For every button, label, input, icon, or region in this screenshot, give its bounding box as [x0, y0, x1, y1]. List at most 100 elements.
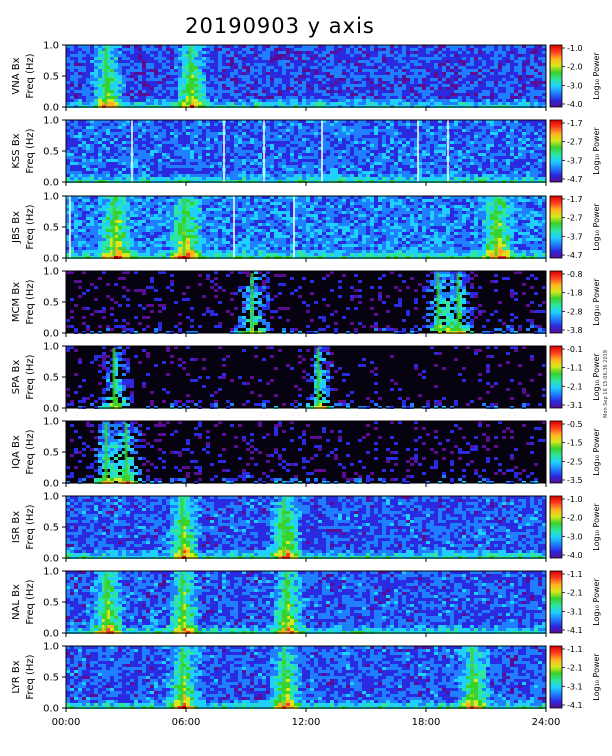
panel-iqa: 0.0 0.5 1.0 IQA Bx Freq (Hz) -0.5 -1.5 -2.5 -3.5… [11, 417, 601, 490]
y-tick-label: 0.0 [43, 479, 59, 490]
colorbar-tick-label: -3.0 [567, 81, 583, 90]
colorbar-label: Log₁₀ Power [592, 578, 601, 626]
panel-nal: 0.0 0.5 1.0 NAL Bx Freq (Hz) -1.1 -2.1 -3.1 -4.1… [11, 567, 601, 640]
y-tick-label: 0.0 [43, 329, 59, 340]
colorbar-tick-label: -2.1 [567, 589, 583, 598]
x-tick-label: 06:00 [172, 717, 201, 728]
spectrogram-field [66, 346, 546, 409]
event-streak [180, 648, 184, 706]
chart-title: 20190903 y axis [185, 14, 375, 38]
station-label: ISR Bx [11, 511, 22, 543]
colorbar-tick-label: -3.7 [567, 156, 583, 165]
panel-spa: 0.0 0.5 1.0 SPA Bx Freq (Hz) -0.1 -1.1 -2.1 -3.1… [11, 342, 601, 415]
event-streak [284, 573, 288, 631]
y-tick-label: 0.0 [43, 103, 59, 114]
colorbar-tick-label: -2.0 [567, 514, 583, 523]
x-tick-label: 12:00 [292, 717, 321, 728]
colorbar [549, 345, 563, 409]
data-gap-line [131, 120, 133, 182]
freq-axis-label: Freq (Hz) [25, 354, 36, 399]
y-tick-label: 1.0 [43, 116, 59, 127]
y-tick-label: 0.5 [43, 598, 59, 609]
event-streak [282, 648, 286, 706]
event-streak [456, 273, 460, 331]
colorbar-tick-label: -1.1 [567, 645, 583, 654]
colorbar-label: Log₁₀ Power [592, 428, 601, 476]
colorbar [549, 570, 563, 634]
y-tick-label: 1.0 [43, 41, 59, 52]
colorbar-tick-label: -1.1 [567, 570, 583, 579]
colorbar-tick-label: -4.7 [567, 175, 583, 184]
x-tick-label: 18:00 [412, 717, 441, 728]
station-label: NAL Bx [11, 584, 22, 620]
y-tick-label: 0.5 [43, 373, 59, 384]
data-gap-line [417, 120, 419, 182]
colorbar [549, 195, 563, 259]
event-streak [112, 198, 116, 256]
colorbar-tick-label: -3.8 [567, 326, 583, 335]
spectrogram-field [66, 646, 546, 709]
colorbar-tick-label: -2.7 [567, 138, 583, 147]
freq-axis-label: Freq (Hz) [25, 429, 36, 474]
colorbar-tick-label: -1.0 [567, 495, 583, 504]
y-tick-label: 0.0 [43, 704, 59, 715]
freq-axis-label: Freq (Hz) [25, 579, 36, 624]
panel-vna: 0.0 0.5 1.0 VNA Bx Freq (Hz) -1.0 -2.0 -3.0 -4.0… [11, 41, 601, 114]
event-streak [124, 423, 128, 481]
event-streak [104, 47, 108, 105]
event-streak [436, 273, 440, 331]
station-label: VNA Bx [11, 57, 22, 94]
panel-mcm: 0.0 0.5 1.0 MCM Bx Freq (Hz) -0.8 -1.8 -2.8 -3.8… [11, 267, 601, 340]
colorbar [549, 420, 563, 484]
colorbar-tick-label: -3.1 [567, 401, 583, 410]
y-tick-label: 0.0 [43, 629, 59, 640]
x-tick-label: 00:00 [52, 717, 81, 728]
y-tick-label: 1.0 [43, 192, 59, 203]
freq-axis-label: Freq (Hz) [25, 279, 36, 324]
event-streak [180, 498, 184, 556]
event-streak [494, 198, 498, 256]
y-tick-label: 1.0 [43, 417, 59, 428]
event-streak [104, 573, 108, 631]
y-tick-label: 0.0 [43, 554, 59, 565]
y-tick-label: 1.0 [43, 267, 59, 278]
colorbar-label: Log₁₀ Power [592, 503, 601, 551]
timestamp-note: Mon Sep 16 15:06:36 2019 [603, 350, 609, 418]
y-tick-label: 0.0 [43, 254, 59, 265]
panel-kss: 0.0 0.5 1.0 KSS Bx Freq (Hz) -1.7 -2.7 -3.7 -4.7… [11, 116, 601, 189]
colorbar-tick-label: -3.1 [567, 682, 583, 691]
y-tick-label: 1.0 [43, 492, 59, 503]
event-streak [112, 348, 116, 406]
y-tick-label: 0.0 [43, 178, 59, 189]
colorbar-tick-label: -2.7 [567, 214, 583, 223]
x-tick-label: 24:00 [532, 717, 561, 728]
data-gap-line [321, 120, 323, 182]
spectrogram-field [66, 45, 546, 108]
y-tick-label: 1.0 [43, 567, 59, 578]
y-tick-label: 0.5 [43, 523, 59, 534]
y-tick-label: 0.5 [43, 223, 59, 234]
freq-axis-label: Freq (Hz) [25, 504, 36, 549]
y-tick-label: 0.5 [43, 298, 59, 309]
y-tick-label: 1.0 [43, 642, 59, 653]
station-label: KSS Bx [11, 133, 22, 168]
event-streak [180, 573, 184, 631]
colorbar-tick-label: -3.0 [567, 532, 583, 541]
colorbar-label: Log₁₀ Power [592, 278, 601, 326]
colorbar-tick-label: -4.0 [567, 100, 583, 109]
freq-axis-label: Freq (Hz) [25, 204, 36, 249]
colorbar-tick-label: -1.8 [567, 289, 583, 298]
colorbar-tick-label: -2.1 [567, 664, 583, 673]
colorbar-tick-label: -1.7 [567, 119, 583, 128]
colorbar-tick-label: -4.0 [567, 551, 583, 560]
colorbar-tick-label: -2.0 [567, 63, 583, 72]
spectrogram-field [66, 120, 546, 183]
event-streak [182, 198, 186, 256]
spectrogram-field [66, 196, 546, 259]
y-tick-label: 0.5 [43, 673, 59, 684]
colorbar-tick-label: -4.1 [567, 701, 583, 710]
colorbar-tick-label: -0.5 [567, 420, 583, 429]
colorbar [549, 645, 563, 709]
colorbar [549, 270, 563, 334]
